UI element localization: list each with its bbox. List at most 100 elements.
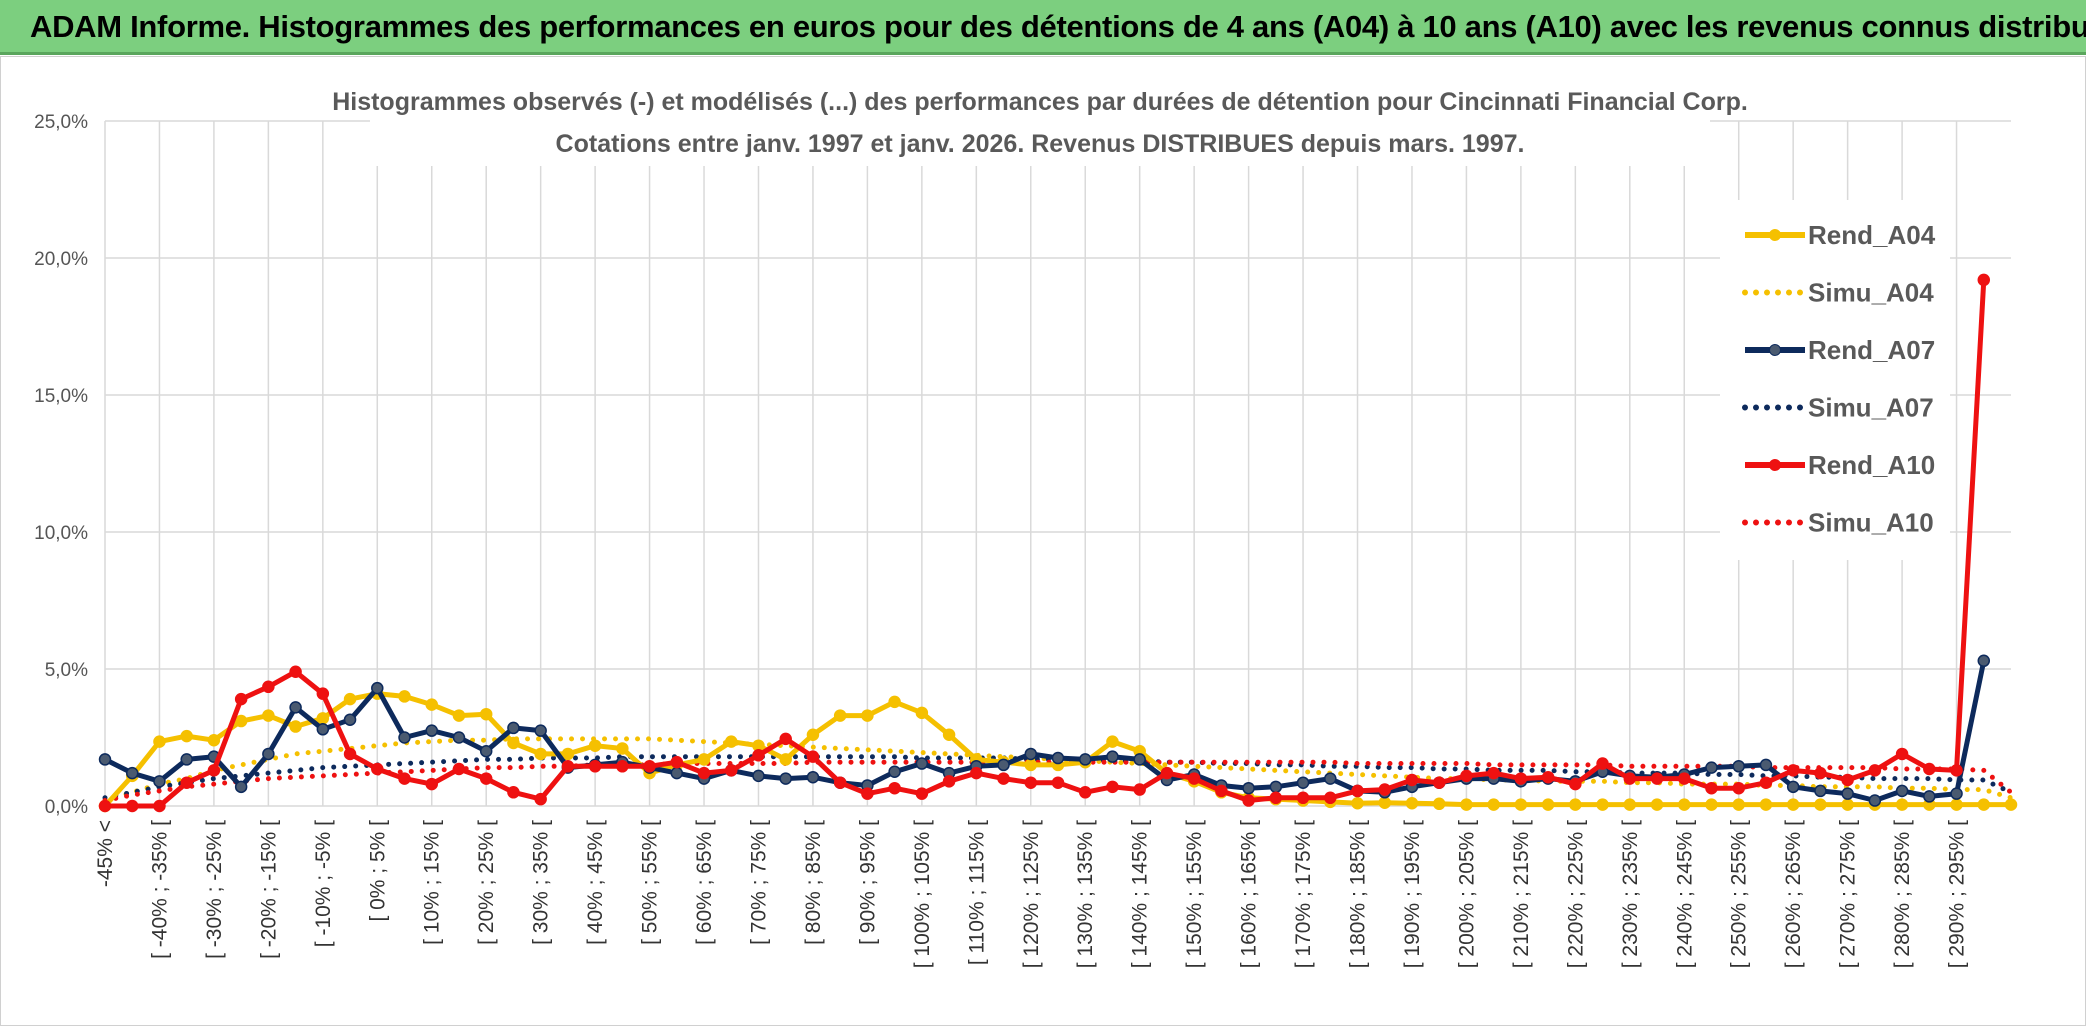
data-point-Rend_A04 [234, 714, 248, 728]
x-tick-label: [ 220% ; 225% [ [1564, 820, 1587, 968]
x-tick-label: [ 140% ; 145% [ [1129, 820, 1152, 968]
data-point-Rend_A10 [752, 749, 765, 762]
x-tick-label: [ 100% ; 105% [ [911, 820, 934, 968]
data-point-Rend_A04 [207, 733, 221, 747]
y-axis-ticks: 0,0% 5,0% 10,0% 15,0% 20,0% 25,0% [34, 112, 88, 818]
data-point-Rend_A10 [670, 755, 684, 769]
data-point-Rend_A07 [1950, 787, 1963, 800]
legend-item-Simu_A07: Simu_A07 [1742, 393, 1934, 423]
data-point-Rend_A04 [1432, 797, 1446, 811]
data-point-Rend_A10 [1814, 766, 1827, 780]
data-point-Rend_A10 [1078, 786, 1092, 799]
data-point-Rend_A04 [806, 728, 820, 742]
legend-item-Rend_A07: Rend_A07 [1745, 335, 1935, 365]
data-point-Rend_A07 [1732, 760, 1745, 773]
x-tick-label: [ 210% ; 215% [ [1510, 820, 1533, 968]
x-tick-label: [ 170% ; 175% [ [1292, 820, 1315, 968]
data-point-Rend_A10 [1432, 776, 1446, 789]
x-tick-label: [ 110% ; 115% [ [965, 820, 988, 965]
x-tick-label: [ 160% ; 165% [ [1238, 820, 1261, 968]
series-Rend_A10 [98, 273, 1991, 813]
data-point-Rend_A10 [779, 732, 792, 746]
data-point-Rend_A10 [1405, 773, 1419, 787]
data-point-Rend_A10 [1705, 781, 1718, 795]
data-point-Rend_A10 [1051, 776, 1065, 789]
x-tick-label: -45% < [94, 820, 117, 887]
legend-label: Rend_A04 [1808, 220, 1936, 250]
data-point-Rend_A04 [479, 707, 493, 721]
data-point-Rend_A10 [180, 776, 193, 789]
data-point-Rend_A07 [98, 753, 112, 766]
x-tick-label: [ 120% ; 125% [ [1020, 820, 1043, 968]
data-point-Rend_A04 [425, 698, 438, 711]
data-point-Rend_A07 [1296, 776, 1310, 789]
data-point-Rend_A07 [398, 731, 411, 744]
data-point-Rend_A04 [942, 728, 956, 742]
data-point-Rend_A07 [1133, 753, 1146, 766]
data-point-Rend_A04 [1351, 797, 1364, 810]
legend: Rend_A04 Simu_A04 Rend_A07 Simu_A07 Rend_A10… [1742, 220, 1936, 538]
legend-marker-Rend_A07 [1769, 344, 1781, 356]
y-tick-label: 0,0% [45, 797, 88, 818]
data-point-Rend_A04 [262, 709, 275, 722]
data-point-Rend_A04 [1024, 758, 1038, 772]
data-point-Rend_A07 [289, 701, 302, 714]
data-point-Rend_A10 [98, 799, 112, 813]
x-tick-label: [ 230% ; 235% [ [1619, 820, 1642, 968]
data-point-Rend_A07 [1106, 750, 1119, 763]
data-point-Rend_A07 [1786, 780, 1800, 794]
x-tick-label: [ 10% ; 15% [ [421, 820, 444, 945]
data-point-Rend_A07 [1759, 758, 1773, 772]
legend-item-Rend_A10: Rend_A10 [1745, 450, 1935, 480]
chart-subtitle: Cotations entre janv. 1997 et janv. 2026… [556, 130, 1525, 158]
data-point-Rend_A10 [316, 687, 330, 700]
data-point-Rend_A07 [125, 766, 139, 780]
data-point-Rend_A10 [1895, 747, 1909, 761]
data-point-Rend_A04 [1650, 798, 1664, 811]
data-point-Rend_A04 [1460, 798, 1473, 811]
x-tick-label: [ -30% ; -25% [ [203, 820, 226, 959]
x-tick-label: [ -20% ; -15% [ [257, 820, 280, 959]
x-tick-label: [ 50% ; 55% [ [639, 820, 662, 945]
data-point-Rend_A07 [1078, 753, 1092, 766]
data-point-Rend_A10 [1841, 773, 1854, 787]
data-point-Rend_A04 [1732, 798, 1745, 811]
x-tick-label: [ -10% ; -5% [ [312, 820, 335, 947]
data-point-Rend_A04 [915, 706, 929, 720]
data-point-Rend_A04 [888, 695, 901, 709]
x-tick-label: [ 130% ; 135% [ [1074, 820, 1097, 968]
data-point-Rend_A07 [425, 724, 438, 737]
data-point-Rend_A04 [561, 747, 575, 761]
data-point-Rend_A10 [289, 665, 302, 678]
data-point-Rend_A10 [1106, 780, 1119, 794]
legend-item-Rend_A04: Rend_A04 [1745, 220, 1936, 250]
x-tick-label: [ 30% ; 35% [ [530, 820, 553, 945]
data-point-Rend_A07 [1814, 784, 1827, 798]
x-tick-label: [ 0% ; 5% [ [366, 820, 389, 922]
x-tick-label: [ 90% ; 95% [ [856, 820, 879, 945]
legend-label: Simu_A07 [1808, 393, 1934, 423]
data-point-Rend_A10 [861, 787, 874, 800]
data-point-Rend_A10 [343, 747, 357, 761]
chart-title-background [370, 76, 1710, 166]
data-point-Rend_A04 [1895, 798, 1909, 811]
data-point-Rend_A04 [1759, 798, 1773, 811]
data-point-Rend_A10 [425, 777, 438, 791]
data-point-Rend_A10 [1950, 764, 1963, 777]
data-point-Rend_A10 [153, 799, 166, 813]
data-point-Rend_A04 [616, 742, 629, 755]
data-point-Rend_A07 [452, 731, 466, 744]
data-point-Rend_A04 [289, 720, 302, 733]
data-point-Rend_A10 [1378, 783, 1391, 796]
data-point-Rend_A10 [452, 762, 466, 776]
data-point-Rend_A04 [1378, 796, 1391, 809]
data-point-Rend_A10 [725, 764, 738, 777]
x-tick-label: [ 260% ; 265% [ [1782, 820, 1805, 968]
data-point-Rend_A10 [697, 766, 711, 780]
data-point-Rend_A10 [1923, 762, 1936, 776]
legend-marker-Rend_A10 [1769, 459, 1781, 471]
data-point-Rend_A04 [833, 709, 847, 722]
data-point-Rend_A10 [1324, 791, 1337, 805]
data-point-Rend_A10 [1650, 772, 1664, 785]
legend-marker-Rend_A04 [1769, 229, 1781, 241]
